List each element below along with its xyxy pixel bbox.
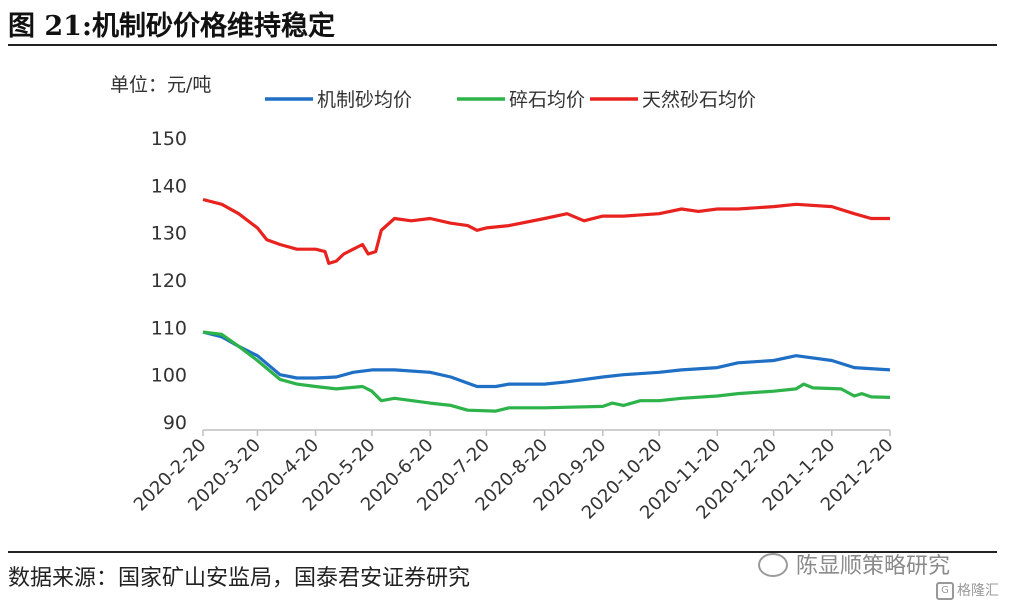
- y-tick-label: 150: [151, 128, 187, 150]
- watermark-text: 陈显顺策略研究: [796, 554, 951, 579]
- y-tick-label: 110: [151, 317, 187, 339]
- series-line-1: [202, 330, 891, 413]
- source-note: 数据来源：国家矿山安监局，国泰君安证券研究: [8, 566, 471, 591]
- y-axis: 90 100 110 120 130 140 150: [151, 128, 187, 434]
- y-tick-label: 120: [151, 270, 187, 292]
- legend-label-2: 天然砂石均价: [642, 89, 756, 111]
- y-tick-label: 140: [151, 175, 187, 197]
- watermark: 陈显顺策略研究: [758, 548, 950, 580]
- x-axis: 2020-2-202020-3-202020-4-202020-5-202020…: [130, 429, 898, 524]
- series-line-0: [202, 330, 891, 389]
- unit-label: 单位：元/吨: [110, 74, 211, 96]
- logo-g-icon: G: [936, 582, 954, 600]
- legend-label-0: 机制砂均价: [317, 89, 412, 111]
- top-rule: [8, 44, 997, 46]
- series-line-2: [202, 197, 890, 265]
- watermark-logo: G 格隆汇: [936, 580, 999, 600]
- wechat-icon: [758, 553, 788, 577]
- plot-area: [202, 197, 891, 413]
- y-tick-label: 90: [163, 412, 187, 434]
- figure-title: 图 21:机制砂价格维持稳定: [8, 11, 335, 42]
- bottom-rule: [8, 551, 997, 553]
- legend-label-1: 碎石均价: [509, 89, 585, 111]
- y-tick-label: 100: [151, 365, 187, 387]
- legend: 机制砂均价 碎石均价 天然砂石均价: [265, 89, 756, 111]
- watermark-logo-text: 格隆汇: [957, 583, 999, 599]
- y-tick-label: 130: [151, 223, 187, 245]
